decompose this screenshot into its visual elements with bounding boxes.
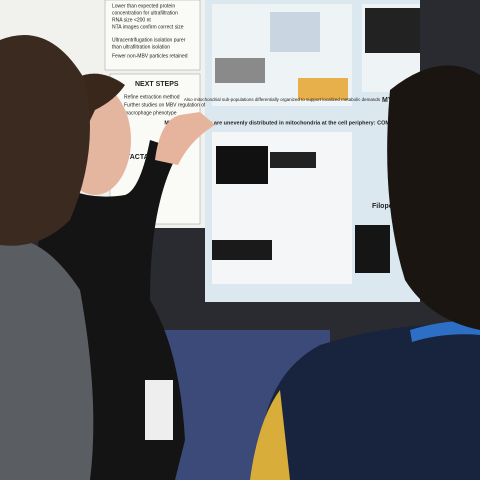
attendee-shirt	[259, 324, 480, 480]
attendee-hoodie	[0, 238, 94, 480]
text: RNA size <200 nt	[112, 17, 151, 23]
text: Ultracentrifugation isolation purer	[112, 37, 186, 43]
hand	[155, 112, 215, 165]
left-texts: Lower than expected protein concentratio…	[112, 3, 206, 161]
figure	[298, 78, 348, 100]
badge	[145, 380, 173, 440]
lanyard	[410, 321, 480, 342]
attendee-hair	[0, 35, 90, 246]
heading: NEXT STEPS	[135, 81, 179, 88]
microscopy-image	[215, 58, 265, 83]
heading: TACTAN	[126, 154, 154, 161]
diagram	[270, 12, 320, 52]
text: Fewer non-MBV particles retained	[112, 53, 188, 59]
text: NTA images confirm correct size	[112, 24, 184, 30]
text: Further studies on MBV regulation of	[124, 102, 206, 108]
headline: MICOS complexes are unevenly distributed…	[164, 120, 399, 126]
results-box	[104, 0, 201, 71]
text: macrophage phenotype	[124, 110, 177, 116]
shirt-stripe	[250, 390, 290, 480]
attendee-head	[387, 65, 480, 330]
text: Refine extraction method	[124, 94, 180, 100]
subtitle: Also mitochondrial sub-populations diffe…	[184, 97, 381, 102]
text: Lower than expected protein	[112, 3, 175, 9]
microscopy-image	[365, 8, 420, 53]
microscopy-image	[355, 225, 390, 273]
text: than ultrafiltration isolation	[112, 44, 170, 50]
text: concentration for ultrafiltration	[112, 10, 178, 16]
microscopy-image	[270, 152, 316, 168]
heading: Filopo	[372, 203, 393, 210]
microscopy-image	[216, 146, 268, 184]
microscopy-image	[212, 240, 272, 260]
